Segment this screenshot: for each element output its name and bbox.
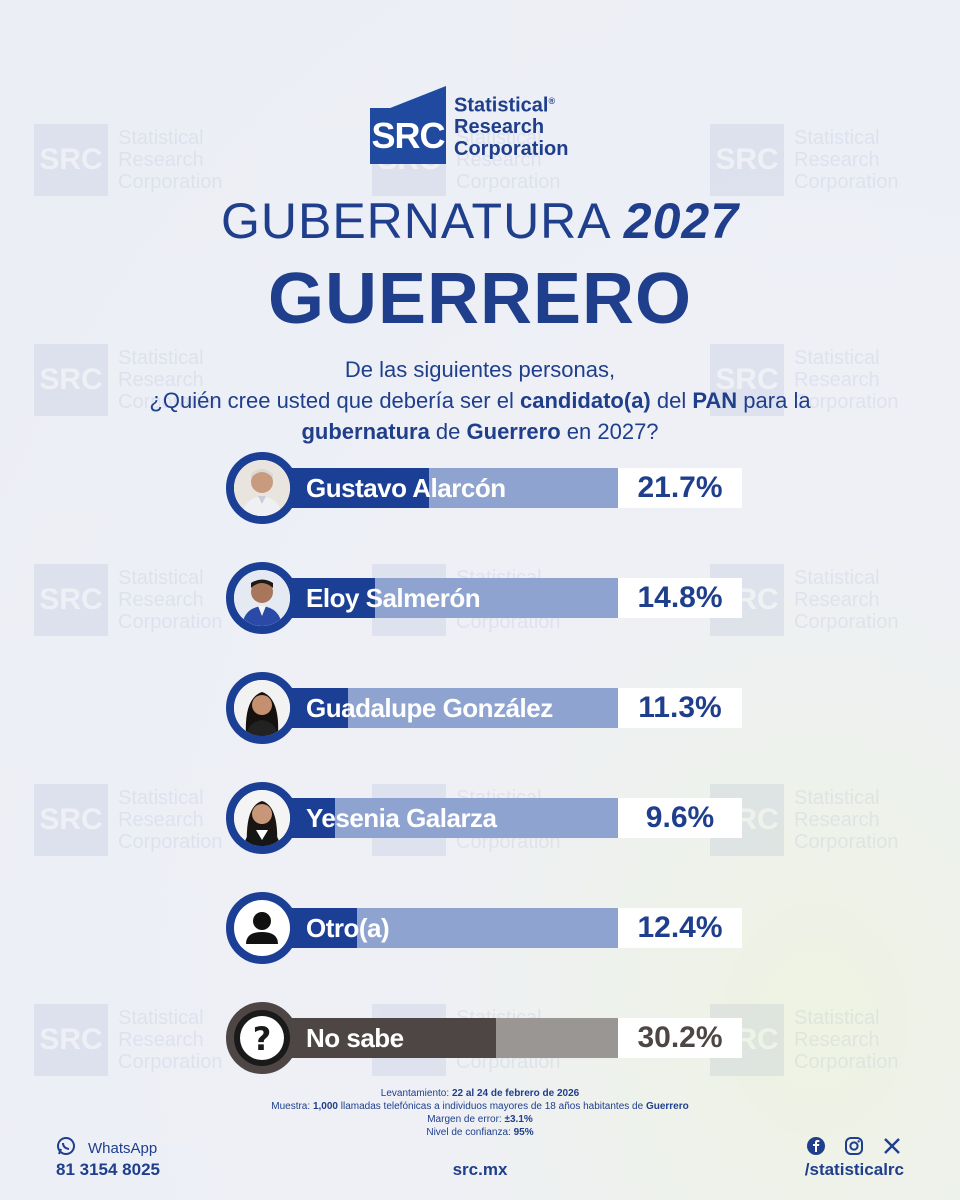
bar-value-label: 9.6%	[618, 798, 742, 838]
survey-question: De las siguientes personas, ¿Quién cree …	[149, 357, 811, 444]
question-mark-icon: ?	[226, 1002, 298, 1074]
methodology-notes: Levantamiento: 22 al 24 de febrero de 20…	[271, 1088, 689, 1138]
whatsapp-icon	[56, 1136, 76, 1160]
x-icon[interactable]	[882, 1136, 902, 1161]
website-link[interactable]: src.mx	[452, 1160, 508, 1179]
social-icons	[806, 1136, 902, 1161]
bar-value-label: 12.4%	[618, 908, 742, 948]
instagram-icon[interactable]	[844, 1136, 864, 1161]
candidate-photo	[226, 452, 298, 524]
bar-label: Eloy Salmerón	[306, 583, 481, 613]
candidate-photo	[226, 562, 298, 634]
logo-text: Statistical® Research Corporation	[454, 94, 569, 161]
bar-label: Yesenia Galarza	[306, 803, 497, 833]
watermark-mark: SRC	[710, 124, 784, 196]
bar-value-label: 21.7%	[618, 468, 742, 508]
bar-row-otro: Otro(a) 12.4%	[226, 892, 742, 964]
watermark-mark: SRC	[34, 784, 108, 856]
svg-text:?: ?	[253, 1020, 272, 1058]
bar-label: No sabe	[306, 1023, 404, 1053]
bar-label: Otro(a)	[306, 913, 390, 943]
facebook-icon[interactable]	[806, 1136, 826, 1161]
person-icon	[226, 892, 298, 964]
candidate-photo	[226, 672, 298, 744]
bar-row-gustavo-alarcon: Gustavo Alarcón 21.7%	[226, 452, 742, 524]
whatsapp-label: WhatsApp	[88, 1139, 158, 1157]
bar-row-guadalupe-gonzalez: Guadalupe González 11.3%	[226, 672, 742, 744]
whatsapp-contact[interactable]: WhatsApp	[56, 1136, 157, 1160]
brand-logo: SRC Statistical® Research Corporation	[370, 86, 568, 164]
watermark-mark: SRC	[34, 1004, 108, 1076]
bar-label: Guadalupe González	[306, 693, 553, 723]
bar-value-label: 30.2%	[618, 1018, 742, 1058]
bar-row-eloy-salmeron: Eloy Salmerón 14.8%	[226, 562, 742, 634]
page-title: GUERRERO	[267, 259, 693, 339]
whatsapp-number[interactable]: 81 3154 8025	[56, 1160, 160, 1179]
bar-row-no-sabe: No sabe 30.2% ?	[226, 1002, 742, 1074]
bar-row-yesenia-galarza: Yesenia Galarza 9.6%	[226, 782, 742, 854]
bar-value-label: 14.8%	[618, 578, 742, 618]
watermark-mark: SRC	[34, 564, 108, 636]
candidate-photo	[226, 782, 298, 854]
bar	[260, 1018, 496, 1058]
title-line1: GUBERNATURA 2027	[220, 193, 740, 249]
bar-value-label: 11.3%	[618, 688, 742, 728]
logo-mark: SRC	[370, 86, 446, 164]
social-handle[interactable]: /statisticalrc	[804, 1160, 904, 1179]
bar-label: Gustavo Alarcón	[306, 473, 506, 503]
logo-mark-text: SRC	[370, 108, 446, 164]
watermark-mark: SRC	[34, 124, 108, 196]
